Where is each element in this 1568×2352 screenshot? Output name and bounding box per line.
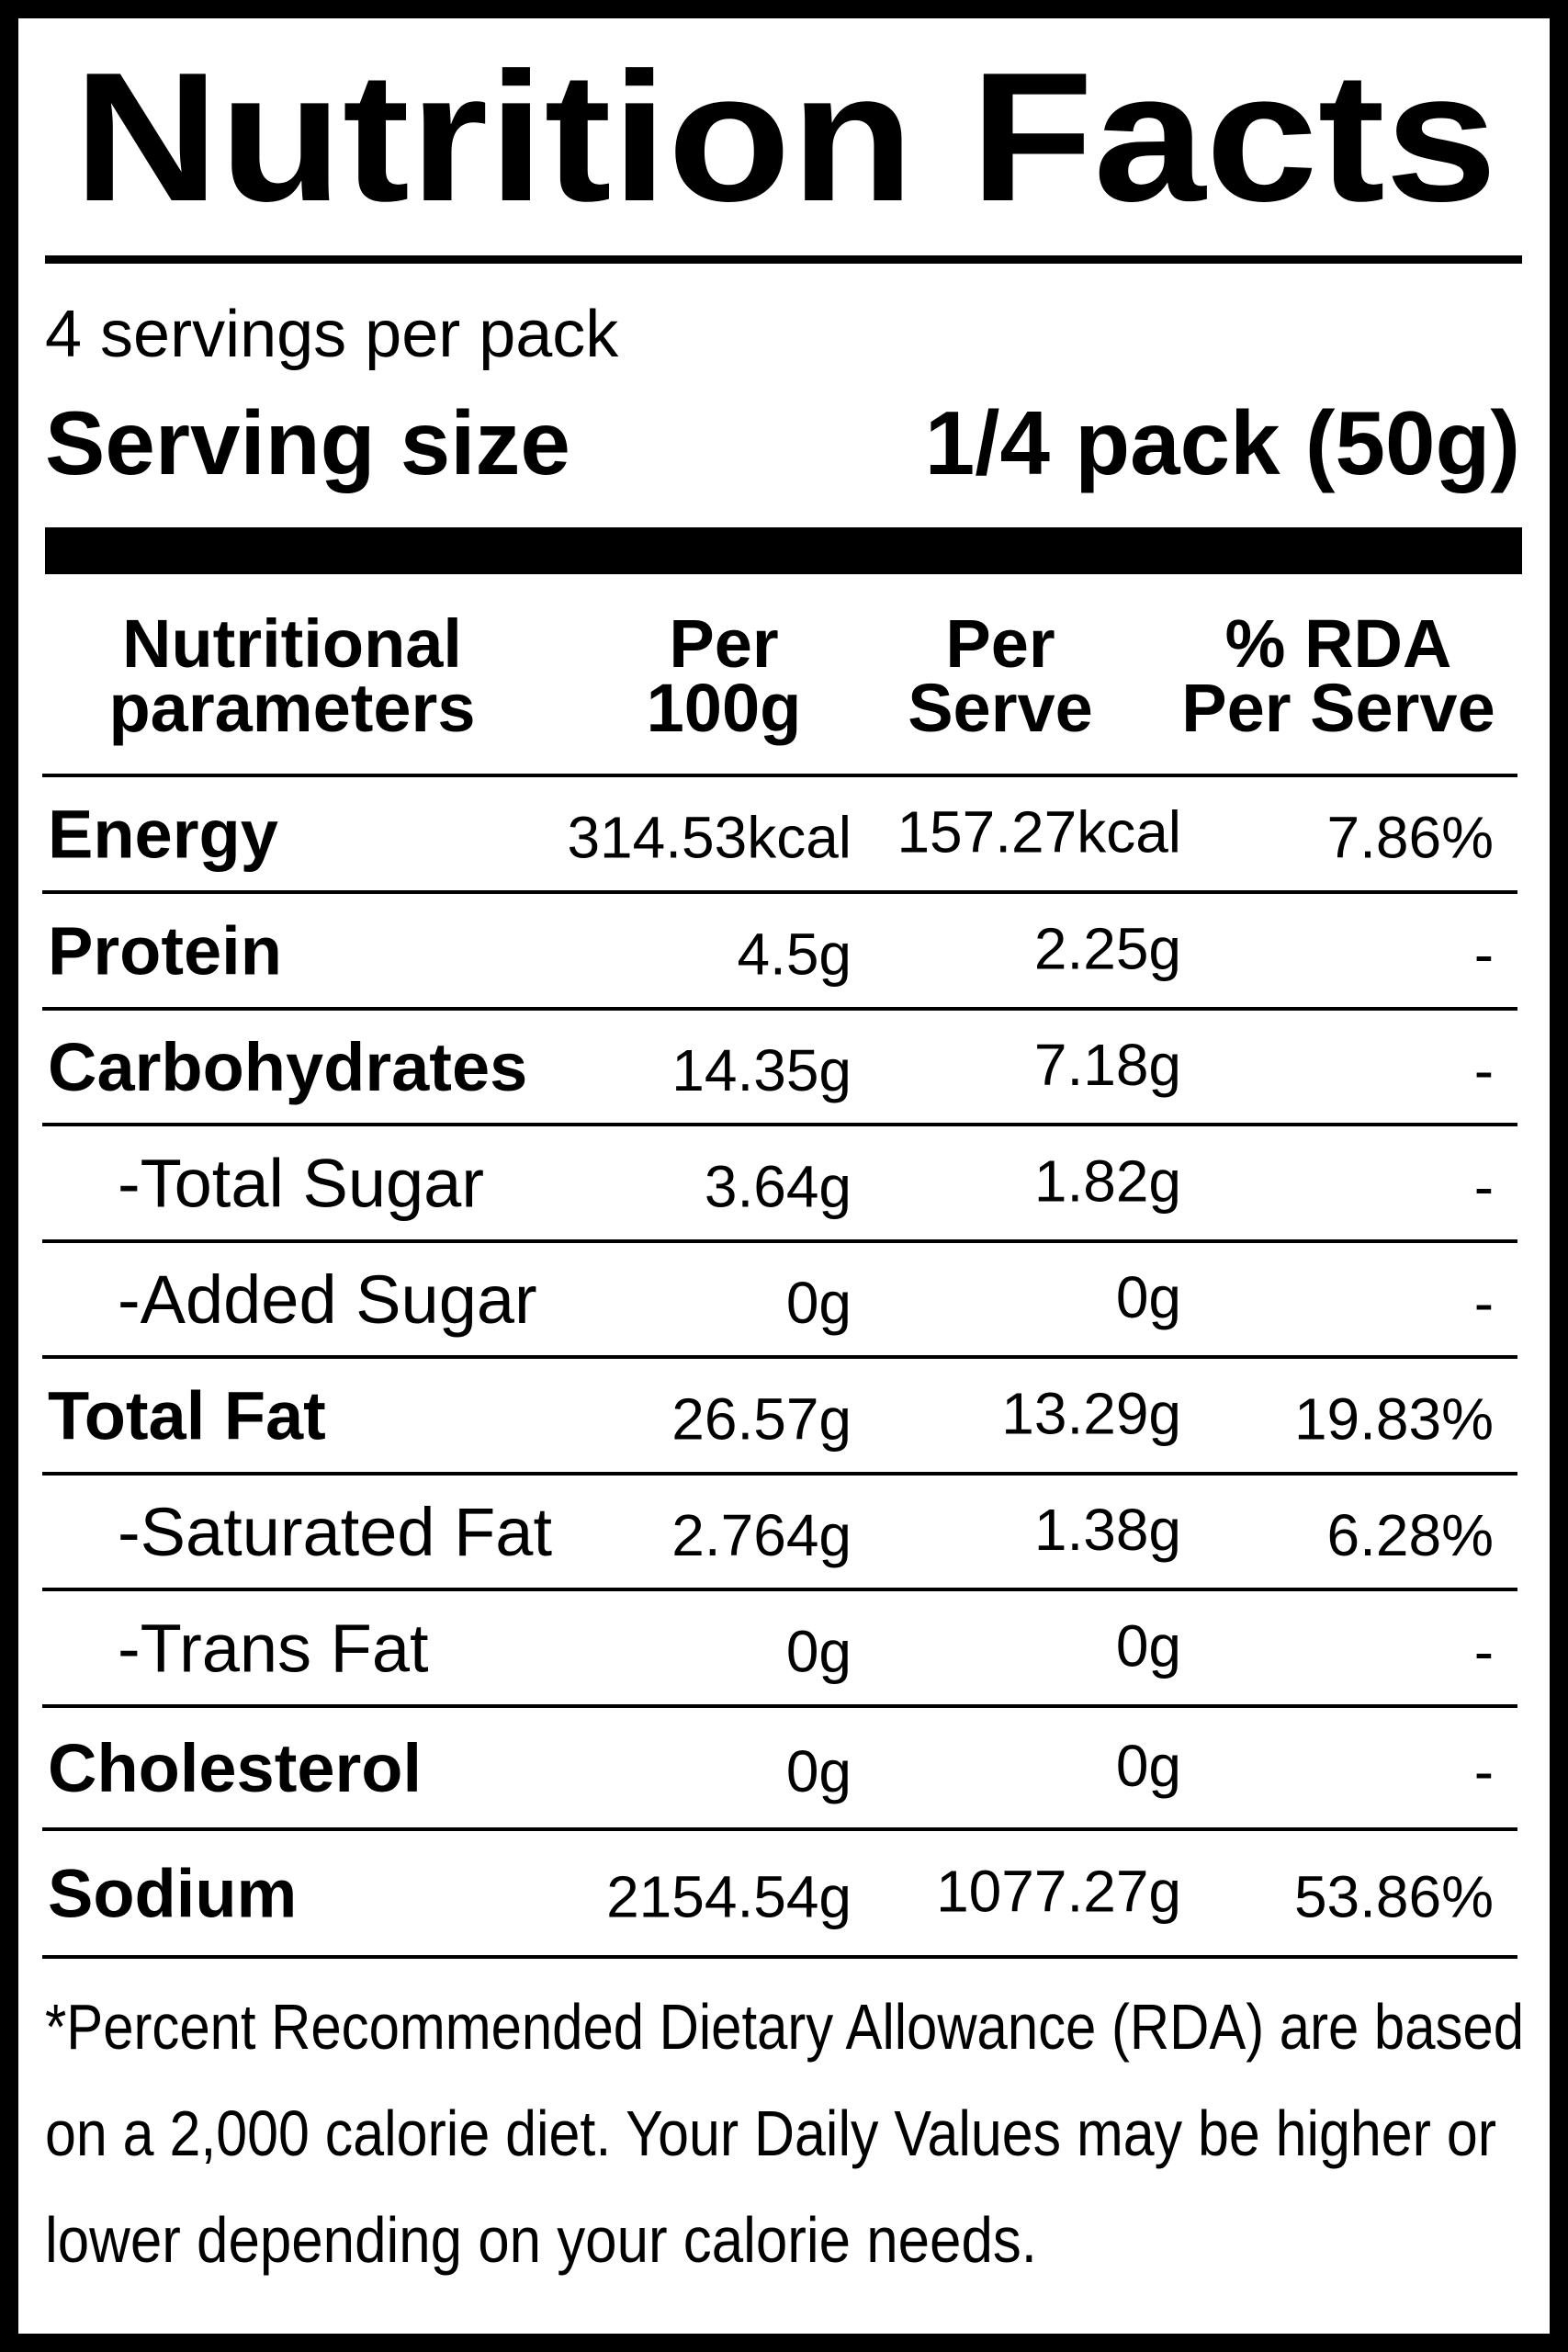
nutrient-value: 0g [786, 1619, 852, 1685]
nutrient-value: - [1474, 1619, 1494, 1685]
nutrient-name: Cholesterol [48, 1730, 422, 1806]
nutrient-value: 14.35g [671, 1037, 852, 1103]
nutrient-value: 0g [1116, 1613, 1181, 1679]
column-header: Per Serve [1181, 670, 1495, 746]
nutrient-name: Carbohydrates [48, 1029, 527, 1105]
column-header: Serve [908, 670, 1093, 746]
nutrient-name: -Added Sugar [118, 1261, 537, 1338]
nutrient-name: -Trans Fat [118, 1611, 429, 1687]
nutrient-value: - [1474, 1037, 1494, 1103]
column-header: Per [945, 605, 1055, 682]
servings: 4 servings per pack [45, 298, 619, 371]
column-header: Nutritional [122, 605, 462, 682]
nutrient-value: 0g [786, 1738, 852, 1804]
column-header: % RDA [1225, 605, 1452, 682]
nutrient-value: 13.29g [1001, 1381, 1181, 1447]
nutrient-value: - [1474, 922, 1494, 988]
nutrient-value: 2.25g [1034, 916, 1181, 982]
nutrient-name: -Saturated Fat [118, 1494, 552, 1570]
nutrient-value: 1.82g [1034, 1148, 1181, 1215]
nutrient-value: 0g [786, 1270, 852, 1336]
nutrient-value: 2154.54g [606, 1864, 852, 1930]
nutrient-name: Total Fat [48, 1378, 326, 1454]
nutrient-value: - [1474, 1738, 1494, 1804]
column-header: Per [669, 605, 778, 682]
nutrient-value: 7.86% [1327, 805, 1494, 871]
serving-size-label: Serving size [45, 392, 570, 493]
column-header: 100g [647, 670, 802, 746]
divider [45, 255, 1522, 264]
nutrient-value: 2.764g [671, 1502, 852, 1568]
nutrient-name: -Total Sugar [118, 1146, 484, 1222]
nutrient-value: 0g [1116, 1264, 1181, 1330]
nutrient-value: 6.28% [1327, 1502, 1494, 1568]
nutrient-value: 314.53kcal [567, 805, 852, 871]
nutrient-value: 19.83% [1294, 1386, 1494, 1453]
nutrient-name: Energy [48, 797, 278, 873]
nutrient-value: 3.64g [705, 1154, 852, 1220]
footnote: *Percent Recommended Dietary Allowance (… [45, 1991, 1524, 2063]
nutrient-value: 7.18g [1034, 1032, 1181, 1098]
nutrient-value: - [1474, 1154, 1494, 1220]
nutrient-value: 157.27kcal [897, 799, 1181, 865]
serving-size-value: 1/4 pack (50g) [925, 392, 1520, 493]
nutrient-name: Protein [48, 913, 282, 989]
nutrient-value: 0g [1116, 1733, 1181, 1799]
nutrient-value: 1077.27g [936, 1859, 1181, 1925]
nutrient-value: 4.5g [737, 922, 852, 988]
footnote: on a 2,000 calorie diet. Your Daily Valu… [45, 2098, 1496, 2169]
footnote: lower depending on your calorie needs. [45, 2204, 1037, 2276]
nutrient-name: Sodium [48, 1856, 297, 1932]
nutrient-value: 26.57g [671, 1386, 852, 1453]
nutrient-value: 53.86% [1294, 1864, 1494, 1930]
nutrient-value: - [1474, 1270, 1494, 1336]
nutrient-value: 1.38g [1034, 1497, 1181, 1563]
thick-divider [45, 527, 1522, 574]
title: Nutrition Facts [73, 35, 1497, 240]
column-header: parameters [108, 670, 475, 746]
